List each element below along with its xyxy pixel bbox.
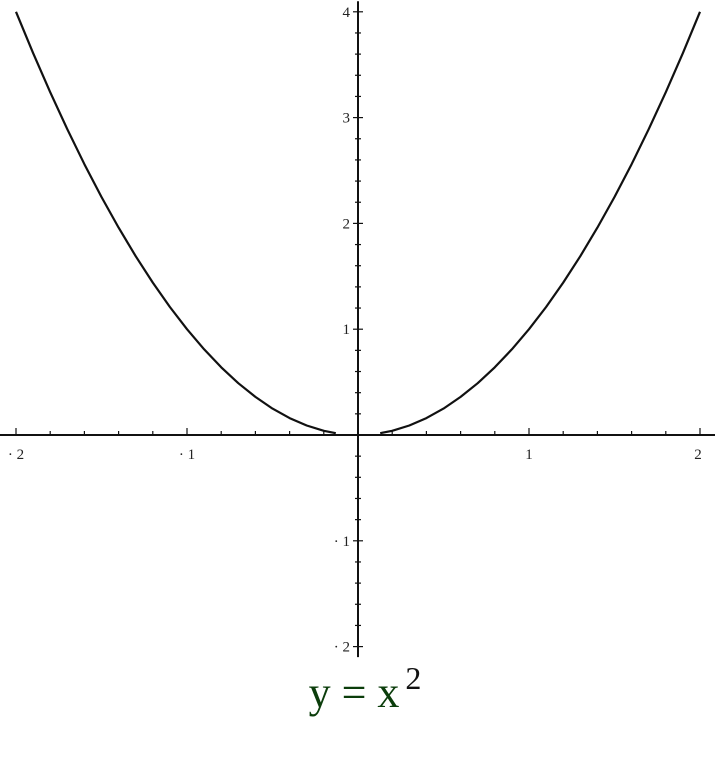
y-tick-label: · 2 — [334, 640, 350, 656]
y-tick-label: · 1 — [334, 534, 350, 550]
curve-segment — [379, 11, 702, 435]
curve-segment — [14, 11, 337, 435]
y-tick-label: 2 — [343, 216, 351, 232]
x-tick-label: · 2 — [8, 447, 24, 463]
x-tick-label: · 1 — [179, 447, 195, 463]
x-tick-label: 1 — [525, 447, 533, 463]
y-tick-label: 3 — [343, 111, 351, 127]
caption-lhs: y = x — [308, 668, 400, 717]
plot-area: · 2 · 1 1 2 4 3 2 1 · 1 · 2 — [0, 1, 715, 658]
y-tick-label: 4 — [343, 5, 351, 21]
caption-exponent: 2 — [405, 660, 422, 696]
y-tick-label: 1 — [343, 322, 351, 338]
x-tick-label: 2 — [694, 447, 702, 463]
